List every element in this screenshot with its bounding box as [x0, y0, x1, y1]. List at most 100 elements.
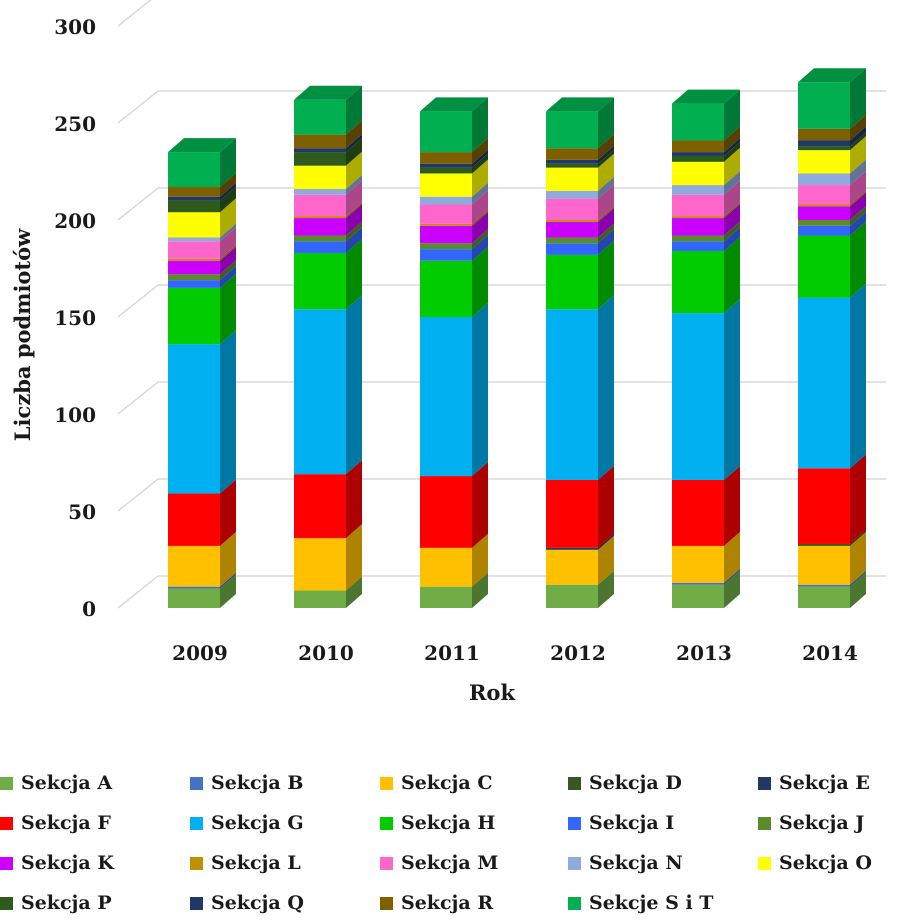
legend-swatch — [190, 856, 203, 870]
y-tick-label: 200 — [54, 209, 96, 233]
legend-item: Sekcja O — [758, 852, 872, 874]
bar-top — [672, 89, 740, 104]
legend-swatch — [0, 896, 13, 910]
bar-front — [672, 218, 724, 236]
bar-side — [472, 533, 488, 587]
bar-side — [598, 206, 614, 222]
bar-side — [346, 151, 362, 189]
bar-segment — [672, 570, 740, 608]
bar-front — [798, 140, 850, 147]
bar-segment — [798, 211, 866, 236]
bars — [168, 68, 866, 608]
bar-side — [724, 89, 740, 141]
bar-segment — [672, 126, 740, 153]
bar-front — [672, 103, 724, 141]
bar-front — [420, 476, 472, 548]
bar-front — [672, 235, 724, 242]
bar-front — [798, 235, 850, 298]
legend-label: Sekcja P — [21, 892, 112, 914]
bar-segment — [798, 126, 866, 147]
bar-segment — [294, 204, 362, 236]
bar-side — [220, 186, 236, 213]
bar-segment — [294, 151, 362, 189]
bar-side — [850, 529, 866, 546]
bar-front — [294, 474, 346, 539]
legend-label: Sekcja J — [779, 812, 865, 834]
bar-front — [546, 243, 598, 255]
bar-side — [220, 138, 236, 188]
bar-side — [220, 182, 236, 201]
bar-segment — [420, 153, 488, 174]
gridline — [117, 478, 886, 512]
bar-side — [346, 460, 362, 539]
bar-segment — [798, 283, 866, 469]
legend-item: Sekcja K — [0, 852, 114, 874]
legend-item: Sekcje S i T — [568, 892, 713, 914]
bar-segment — [546, 295, 614, 480]
bar-segment — [294, 174, 362, 195]
bar-segment — [546, 535, 614, 585]
legend-swatch — [190, 896, 203, 910]
bar-front — [168, 241, 220, 259]
bar-front — [672, 140, 724, 153]
bar-front — [294, 216, 346, 219]
bar-side — [598, 207, 614, 238]
bar-front — [294, 590, 346, 608]
legend-swatch — [568, 896, 581, 910]
bar-segment — [294, 138, 362, 166]
x-tick-label: 2012 — [550, 641, 606, 665]
bar-segment — [420, 235, 488, 261]
bar-side — [850, 114, 866, 141]
bar-segment — [294, 460, 362, 539]
legend-label: Sekcja A — [21, 772, 113, 794]
bar-front — [420, 111, 472, 153]
bar-side — [220, 330, 236, 494]
bar-segment — [672, 147, 740, 186]
bar-side — [346, 295, 362, 475]
bar-front — [798, 586, 850, 608]
legend-label: Sekcja E — [779, 772, 870, 794]
bar-side — [850, 221, 866, 298]
bar-front — [420, 260, 472, 317]
bar-segment — [168, 266, 236, 288]
bar-front — [168, 260, 220, 275]
bar-front — [672, 185, 724, 195]
legend-item: Sekcja G — [190, 812, 304, 834]
bar-side — [472, 229, 488, 250]
bar-front — [420, 225, 472, 244]
bar-segment — [798, 570, 866, 587]
bar-segment — [294, 221, 362, 242]
bar-side — [346, 204, 362, 236]
bar-front — [294, 309, 346, 475]
bar-front — [168, 287, 220, 345]
bar-segment — [294, 180, 362, 217]
bar-side — [850, 454, 866, 544]
y-tick-labels: 0 50 100 150 200 250 300 — [54, 15, 96, 621]
legend-item: Sekcja M — [380, 852, 498, 874]
legend-swatch — [190, 816, 203, 830]
bar-side — [850, 190, 866, 207]
legend-item: Sekcja A — [0, 772, 112, 794]
bar-segment — [798, 192, 866, 220]
legend-item: Sekcja D — [568, 772, 682, 794]
bar-front — [546, 237, 598, 244]
bar-side — [850, 570, 866, 587]
bar-front — [672, 582, 724, 585]
legend-swatch — [380, 816, 393, 830]
bar-side — [598, 465, 614, 548]
bar-side — [220, 572, 236, 589]
bar-segment — [546, 184, 614, 220]
bar-front — [798, 146, 850, 151]
bar-stack-2012 — [546, 97, 614, 608]
bar-front — [168, 237, 220, 242]
x-tick-label: 2010 — [298, 641, 354, 665]
bar-front — [798, 128, 850, 141]
bar-segment — [798, 190, 866, 207]
bar-side — [724, 227, 740, 252]
bar-side — [598, 145, 614, 164]
bar-segment — [420, 190, 488, 224]
bar-side — [220, 273, 236, 345]
bar-front — [546, 159, 598, 164]
bar-segment — [798, 159, 866, 186]
legend-item: Sekcja L — [190, 852, 301, 874]
